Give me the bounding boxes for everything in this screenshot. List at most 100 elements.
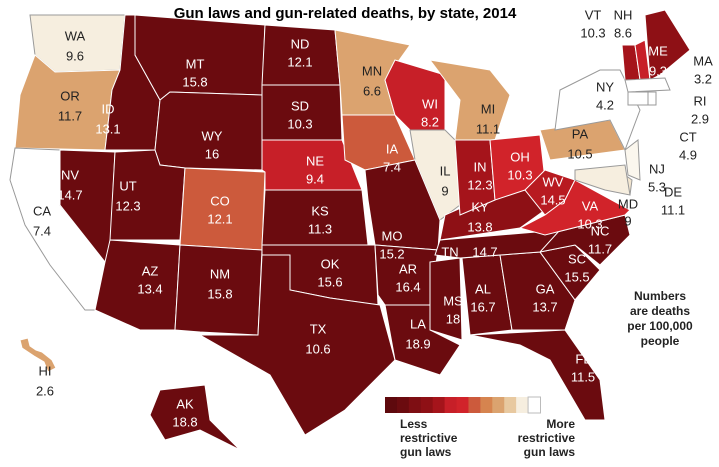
legend-swatch — [408, 397, 422, 413]
state-value: 9 — [624, 213, 631, 228]
legend-swatch — [468, 397, 481, 413]
state-value: 15.6 — [317, 274, 342, 289]
state-abbr: WA — [65, 28, 86, 43]
state-abbr: NH — [614, 7, 633, 22]
state-value: 10.3 — [287, 116, 312, 131]
state-value: 16 — [205, 146, 219, 161]
state-abbr: MS — [443, 293, 463, 308]
state-abbr: MO — [382, 228, 403, 243]
state-value: 9.4 — [306, 171, 324, 186]
state-value: 10.3 — [580, 25, 605, 40]
state-abbr: VT — [585, 7, 602, 22]
state-value: 9.3 — [649, 63, 667, 78]
state — [19, 337, 57, 373]
state-value: 14.7 — [57, 187, 82, 202]
state-abbr: NV — [61, 167, 79, 182]
state-value: 18 — [446, 311, 460, 326]
state-value: 13.7 — [532, 299, 557, 314]
state — [429, 257, 463, 341]
state-value: 14.5 — [540, 192, 565, 207]
state-abbr: MA — [693, 53, 713, 68]
state-abbr: UT — [119, 178, 136, 193]
state-value: 7.4 — [383, 159, 401, 174]
state-abbr: RI — [694, 93, 707, 108]
state-abbr: CO — [210, 193, 230, 208]
state — [518, 179, 631, 236]
legend-high-label: restrictive — [518, 431, 576, 445]
note: Numbers — [634, 289, 686, 303]
legend-swatch — [492, 397, 505, 413]
state-abbr: WI — [422, 96, 438, 111]
state-abbr: IA — [386, 141, 399, 156]
state-value: 3.2 — [694, 71, 712, 86]
state — [624, 77, 671, 93]
title: Gun laws and gun-related deaths, by stat… — [174, 5, 517, 22]
state-abbr: TN — [441, 244, 458, 259]
state-abbr: MN — [362, 63, 382, 78]
note: per 100,000 — [627, 319, 693, 333]
state — [198, 254, 396, 436]
state-abbr: GA — [536, 281, 555, 296]
state-abbr: AR — [399, 261, 417, 276]
state-value: 13.4 — [137, 281, 162, 296]
state-abbr: OK — [321, 256, 340, 271]
legend-swatch — [444, 397, 458, 413]
state-value: 5.3 — [648, 179, 666, 194]
state-value: 15.2 — [379, 246, 404, 261]
state-value: 11.3 — [308, 221, 332, 236]
legend-high-label: More — [546, 417, 575, 431]
legend-low-label: Less — [400, 417, 428, 431]
state-abbr: SD — [291, 98, 309, 113]
state — [627, 91, 649, 106]
state-value: 2.6 — [36, 383, 54, 398]
state-abbr: NC — [591, 223, 610, 238]
state — [174, 244, 263, 336]
state-abbr: AL — [475, 281, 491, 296]
state-value: 12.3 — [115, 198, 140, 213]
state-value: 16.4 — [395, 279, 420, 294]
state-value: 4.2 — [596, 97, 614, 112]
state-value: 12.3 — [467, 177, 492, 192]
state-value: 10.3 — [577, 216, 602, 231]
state-value: 4.9 — [679, 147, 697, 162]
legend-swatch — [480, 397, 493, 413]
state — [647, 91, 657, 106]
state-abbr: PA — [572, 126, 589, 141]
state — [624, 139, 641, 181]
state-abbr: HI — [39, 363, 52, 378]
state-abbr: NY — [596, 79, 614, 94]
state-value: 11.1 — [476, 121, 500, 136]
state-value: 10.3 — [507, 167, 532, 182]
state — [574, 164, 631, 196]
state-abbr: DE — [664, 184, 682, 199]
state-abbr: WY — [202, 128, 223, 143]
state-abbr: TX — [310, 321, 327, 336]
state-abbr: MI — [481, 101, 495, 116]
state-abbr: IL — [440, 163, 451, 178]
state-abbr: OR — [60, 88, 80, 103]
state-value: 18.8 — [172, 414, 197, 429]
note: are deaths — [630, 304, 690, 318]
state-abbr: VA — [582, 198, 599, 213]
state-value: 11.5 — [571, 369, 595, 384]
state-value: 13.1 — [95, 121, 120, 136]
state — [644, 9, 691, 81]
state-abbr: IN — [474, 159, 487, 174]
legend-low-label: restrictive — [400, 431, 458, 445]
state-value: 9 — [441, 183, 448, 198]
state-abbr: NJ — [649, 161, 665, 176]
state-value: 16.7 — [470, 299, 495, 314]
state-value: 11.7 — [588, 241, 612, 256]
legend-swatch — [385, 397, 398, 413]
legend-swatch — [396, 397, 410, 413]
state-abbr: MT — [186, 56, 205, 71]
state-abbr: FL — [575, 351, 590, 366]
state-value: 6.6 — [363, 83, 381, 98]
state-value: 11.1 — [661, 202, 685, 217]
state-abbr: OH — [510, 149, 530, 164]
state-abbr: ID — [102, 101, 115, 116]
state-value: 11.7 — [58, 108, 82, 123]
note: people — [641, 334, 680, 348]
legend-swatch — [527, 396, 541, 414]
state-abbr: CA — [33, 203, 51, 218]
